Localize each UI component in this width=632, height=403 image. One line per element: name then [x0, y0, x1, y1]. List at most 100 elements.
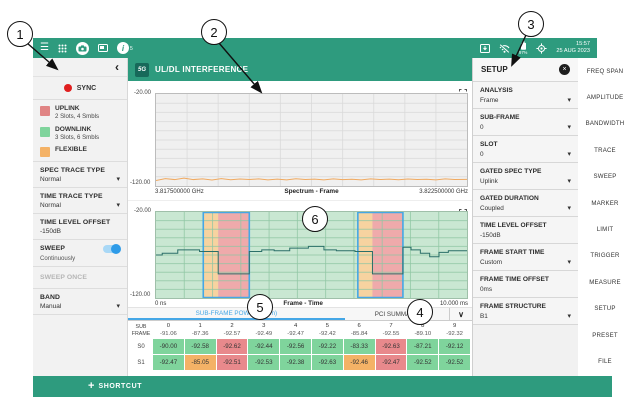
bottom-shortcut-bar: + SHORTCUT	[33, 376, 612, 397]
topbar-left-icons: ☰ i 5	[40, 41, 133, 55]
setup-item-gated-spec-type[interactable]: GATED SPEC TYPE Uplink ▾	[473, 163, 578, 190]
menu-item-bandwidth[interactable]: BANDWIDTH	[585, 120, 625, 128]
table-col-header: 7 -92.55	[382, 323, 400, 337]
shortcut-label[interactable]: SHORTCUT	[98, 383, 143, 390]
spectrum-xstart-label: 3.817500000 GHz	[155, 189, 204, 195]
frame-expand-icon[interactable]	[459, 204, 467, 222]
topbar-right-icons: 97% 15:57 25 AUG 2023	[480, 41, 590, 55]
measurement-title: UL/DL INTERFERENCE	[155, 65, 249, 74]
table-cell: -92.46	[343, 355, 375, 371]
sweep-once-button[interactable]: SWEEP ONCE	[33, 267, 127, 290]
info-icon[interactable]: i	[116, 42, 129, 54]
spec-trace-type-control[interactable]: SPEC TRACE TYPE Normal ▾	[33, 162, 127, 189]
menu-item-measure[interactable]: MEASURE	[589, 278, 621, 286]
time-trace-type-label: TIME TRACE TYPE	[40, 192, 103, 200]
hamburger-menu-icon[interactable]: ☰	[40, 42, 49, 53]
spectrum-ymax-label: -20.00	[134, 90, 152, 96]
callout-6: 6	[302, 206, 328, 232]
band-control[interactable]: BAND Manual ▾	[33, 289, 127, 316]
sweep-label: SWEEP	[40, 245, 66, 253]
table-cell: -92.53	[248, 355, 280, 371]
sync-indicator[interactable]: SYNC	[33, 77, 127, 100]
spectrum-expand-icon[interactable]	[459, 84, 467, 102]
spectrum-ymin-label: -120.00	[130, 180, 151, 186]
frame-xend-label: 10.000 ms	[439, 301, 468, 307]
chevron-down-icon: ▾	[116, 176, 120, 184]
5g-badge-icon: 5G	[135, 62, 149, 77]
chevron-down-icon: ▾	[116, 303, 120, 311]
time-trace-type-control[interactable]: TIME TRACE TYPE Normal ▾	[33, 188, 127, 215]
battery-percent: 97%	[519, 49, 528, 55]
info-badge: 5	[129, 46, 133, 52]
frame-axis-title: Frame - Time	[283, 300, 323, 307]
close-icon[interactable]: ×	[559, 64, 570, 75]
table-cell: -92.63	[311, 355, 343, 371]
menu-item-freq-span[interactable]: FREQ SPAN	[586, 67, 624, 75]
apps-grid-icon[interactable]	[58, 44, 67, 53]
table-row-s1: S1 -92.47 -85.05 -92.51 -92.53 -92.38 -92.63 -9…	[130, 355, 470, 371]
measurement-header: 5G UL/DL INTERFERENCE	[128, 58, 472, 81]
menu-item-limit[interactable]: LIMIT	[596, 226, 614, 234]
setup-item-frame-time-offset[interactable]: FRAME TIME OFFSET 0ms	[473, 271, 578, 298]
menu-item-trigger[interactable]: TRIGGER	[590, 252, 620, 260]
sweep-mode-value: Continuously	[40, 255, 76, 263]
chevron-down-icon: ∨	[458, 309, 464, 319]
setup-item-gated-duration[interactable]: GATED DURATION Coupled ▾	[473, 190, 578, 217]
chevron-down-icon: ▾	[567, 259, 571, 266]
chevron-left-icon: ‹	[115, 60, 119, 74]
spectrum-frame-panel: -20.00 -120.00 3.817500000 GHz Spectrum …	[128, 81, 472, 200]
setup-item-slot[interactable]: SLOT 0 ▾	[473, 136, 578, 163]
frame-ymax-label: -20.00	[134, 208, 152, 214]
tab-pci-summary[interactable]: PCI SUMMARY	[374, 310, 420, 318]
menu-item-marker[interactable]: MARKER	[591, 199, 619, 207]
table-cell: -92.52	[439, 355, 470, 371]
table-collapse-button[interactable]: ∨	[449, 308, 472, 320]
time-level-offset-value: -150dB	[40, 228, 61, 236]
spectrum-chart	[155, 93, 468, 187]
spec-trace-type-value: Normal	[40, 176, 61, 184]
setup-item-time-level-offset[interactable]: TIME LEVEL OFFSET -150dB	[473, 217, 578, 244]
setup-item-frame-start-time[interactable]: FRAME START TIME Custom ▾	[473, 244, 578, 271]
setup-item-sub-frame[interactable]: SUB-FRAME 0 ▾	[473, 109, 578, 136]
top-system-bar: ☰ i 5	[33, 38, 597, 58]
time-text: 15:57	[576, 41, 590, 48]
measurement-area: 5G UL/DL INTERFERENCE -20.00 -120.00 3.8…	[128, 58, 472, 376]
chevron-down-icon: ▾	[567, 178, 571, 185]
sync-label: SYNC	[76, 84, 97, 92]
table-col-header: 6 -85.84	[350, 323, 368, 337]
date-text: 25 AUG 2023	[556, 48, 590, 54]
sweep-toggle[interactable]	[103, 243, 121, 254]
menu-item-preset[interactable]: PRESET	[592, 331, 618, 339]
table-cell: -85.05	[184, 355, 216, 371]
legend-item-uplink: UPLINK 2 Slots, 4 Smbls	[40, 105, 120, 121]
slot-legend: UPLINK 2 Slots, 4 Smbls DOWNLINK 3 Slots, 6…	[33, 100, 127, 163]
tab-subframe-power[interactable]: SUB-FRAME POWER (dBm)	[128, 308, 345, 320]
sweep-control: SWEEP Continuously	[33, 240, 127, 268]
frame-time-panel: -20.00 -120.00 0 ns Frame - Time 10.000 …	[128, 200, 472, 308]
table-cell: -92.56	[280, 339, 311, 355]
sidebar-collapse-button[interactable]: ‹	[33, 58, 127, 77]
table-cell: -92.22	[311, 339, 343, 355]
menu-item-setup[interactable]: SETUP	[594, 305, 616, 313]
menu-item-file[interactable]: FILE	[598, 357, 612, 365]
chevron-down-icon: ▾	[116, 202, 120, 210]
export-icon[interactable]	[480, 43, 491, 53]
setup-panel-header: SETUP ×	[473, 58, 578, 82]
legend-swatch	[40, 126, 50, 137]
legend-item-flexible: FLEXIBLE	[40, 146, 120, 158]
menu-item-trace[interactable]: TRACE	[594, 146, 616, 154]
sync-status-dot	[63, 84, 72, 92]
camera-icon[interactable]	[75, 41, 89, 55]
setup-item-analysis[interactable]: ANALYSIS Frame ▾	[473, 82, 578, 109]
menu-item-amplitude[interactable]: AMPLITUDE	[586, 94, 624, 102]
table-col-header: 9 -92.32	[446, 323, 463, 337]
callout-5: 5	[247, 294, 273, 320]
table-cell: -87.21	[407, 339, 439, 355]
battery-indicator: 97%	[519, 41, 527, 55]
menu-item-sweep[interactable]: SWEEP	[593, 173, 617, 181]
wifi-off-icon	[499, 43, 510, 53]
right-function-menu: FREQ SPAN AMPLITUDE BANDWIDTH TRACE SWEEP MAR…	[578, 58, 632, 376]
setup-item-frame-structure[interactable]: FRAME STRUCTURE B1 ▾	[473, 298, 578, 325]
display-icon[interactable]	[97, 44, 108, 52]
time-level-offset-control[interactable]: TIME LEVEL OFFSET -150dB	[33, 214, 127, 241]
